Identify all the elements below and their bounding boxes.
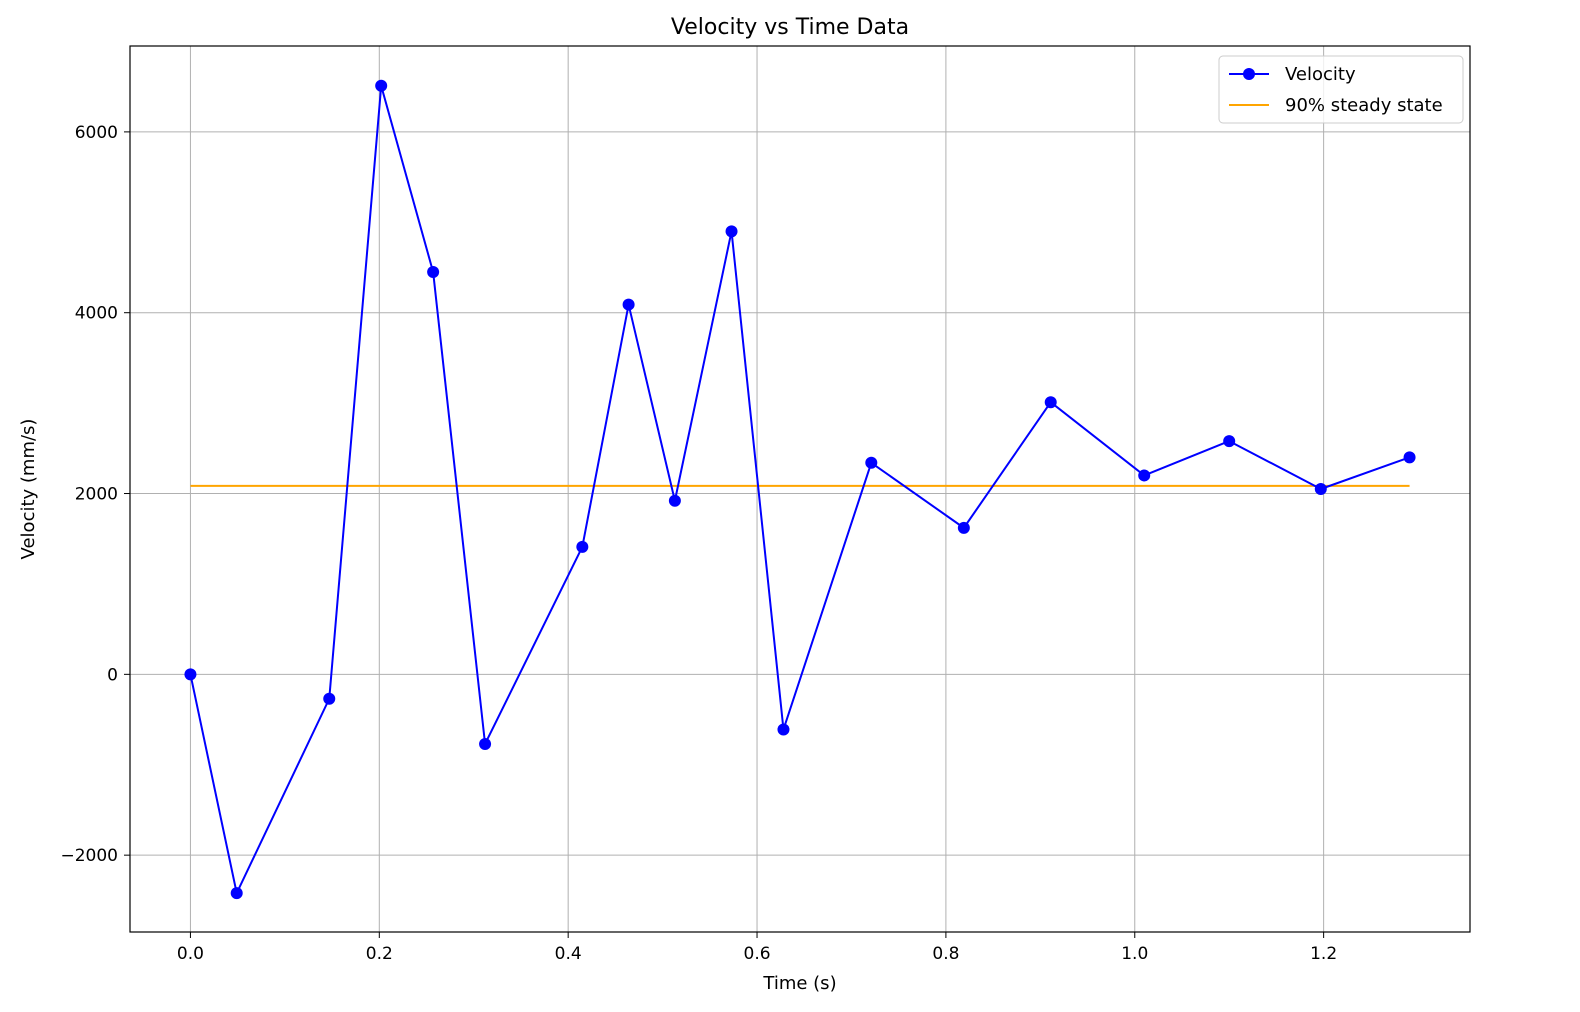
series-point-velocity	[1403, 451, 1416, 464]
series-point-velocity	[725, 225, 738, 238]
x-tick-label: 0.2	[366, 944, 393, 964]
series-point-velocity	[865, 456, 878, 469]
legend-steady-state-label: 90% steady state	[1285, 95, 1443, 116]
y-tick-label: 2000	[75, 485, 118, 505]
series-point-velocity	[375, 79, 388, 92]
legend-velocity-label: Velocity	[1285, 64, 1356, 85]
x-tick-label: 0.4	[555, 944, 582, 964]
series-point-velocity	[1314, 483, 1327, 495]
grid-lines	[130, 46, 1470, 932]
plot-frame	[129, 45, 1471, 933]
series-point-velocity	[576, 540, 589, 553]
x-axis-label: Time (s)	[762, 973, 836, 994]
axis-ticks: 0.0 0.2 0.4 0.6 0.8 1.0 1.2 −2000 0 2000 4000 6000	[60, 123, 1337, 964]
legend: Velocity 90% steady state	[1218, 55, 1464, 124]
y-tick-label: −2000	[60, 846, 118, 866]
series-point-velocity	[777, 723, 790, 736]
series-point-velocity	[479, 737, 492, 750]
chart-title: Velocity vs Time Data	[671, 15, 909, 40]
series-point-velocity	[668, 494, 681, 507]
series-point-velocity	[184, 668, 197, 681]
series-point-velocity	[1223, 435, 1236, 448]
x-tick-label: 0.0	[177, 944, 204, 964]
series-point-velocity	[957, 521, 970, 534]
x-tick-label: 0.6	[744, 944, 771, 964]
x-tick-label: 1.0	[1121, 944, 1148, 964]
y-tick-label: 4000	[75, 304, 118, 324]
series-point-velocity	[427, 266, 440, 279]
x-tick-label: 1.2	[1310, 944, 1337, 964]
legend-box	[1218, 55, 1464, 124]
x-tick-label: 0.8	[932, 944, 959, 964]
y-tick-label: 0	[107, 665, 118, 685]
legend-velocity-marker	[1243, 68, 1255, 80]
y-axis-label: Velocity (mm/s)	[18, 419, 39, 560]
series-point-velocity	[622, 298, 635, 311]
series-point-velocity	[1044, 396, 1057, 409]
series-point-velocity	[1138, 469, 1151, 482]
series-point-velocity	[230, 887, 243, 900]
series-line-velocity	[189, 84, 1410, 895]
series-point-velocity	[323, 692, 336, 705]
plot-series	[184, 79, 1416, 900]
y-tick-label: 6000	[75, 123, 118, 143]
